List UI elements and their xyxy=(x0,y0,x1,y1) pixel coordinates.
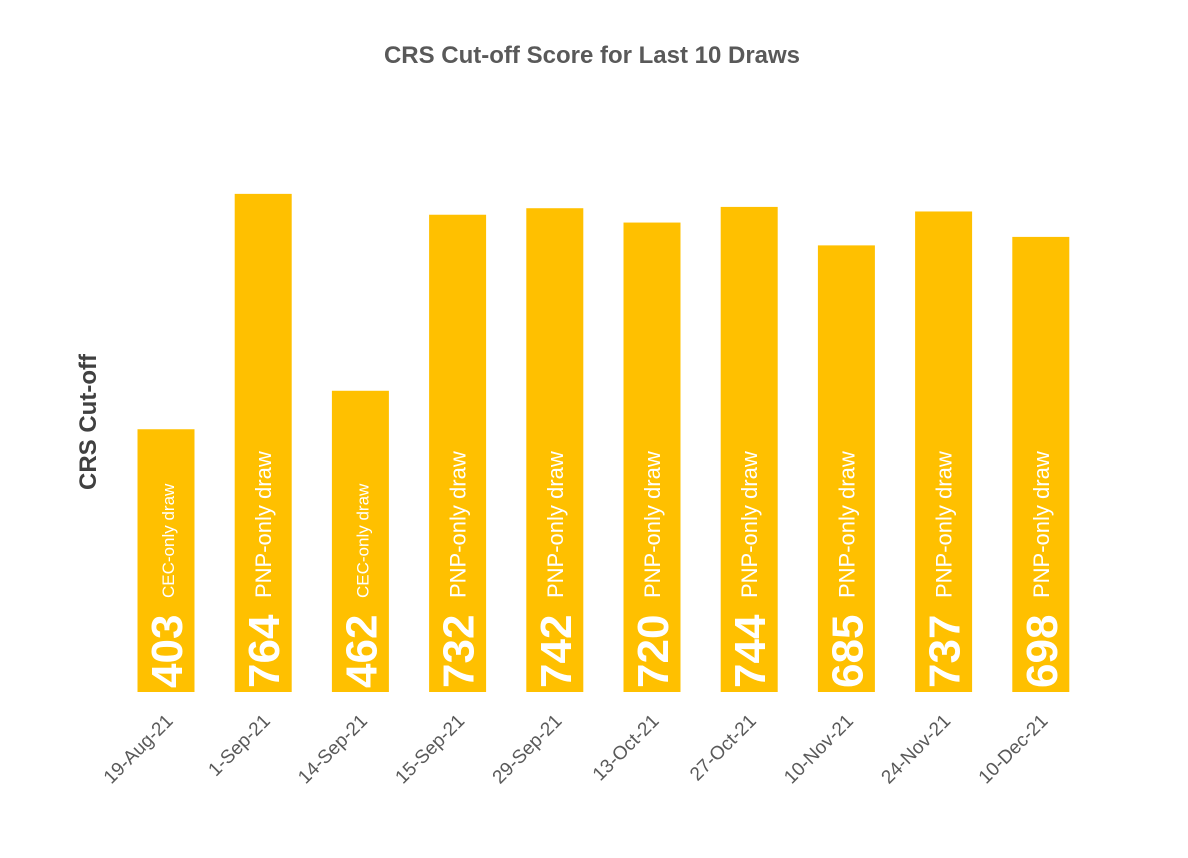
x-tick-label: 27-Oct-21 xyxy=(686,711,761,786)
bar-value-label: 462 xyxy=(337,615,386,688)
bar-value-label: 403 xyxy=(143,615,192,688)
x-tick-label: 29-Sep-21 xyxy=(489,711,567,789)
bar-annotation: PNP-only draw xyxy=(932,451,957,598)
bar-15-Sep-21 xyxy=(429,214,487,692)
x-tick-label: 1-Sep-21 xyxy=(205,711,275,781)
chart-title: CRS Cut-off Score for Last 10 Draws xyxy=(384,42,800,69)
bar-value-label: 742 xyxy=(532,615,581,688)
x-tick-label: 19-Aug-21 xyxy=(100,711,178,789)
x-tick-label: 14-Sep-21 xyxy=(294,711,372,789)
bar-27-Oct-21 xyxy=(720,206,778,693)
bar-10-Dec-21 xyxy=(1012,236,1070,693)
bar-value-label: 720 xyxy=(629,615,678,688)
bar-10-Nov-21 xyxy=(817,245,875,692)
bar-annotation: PNP-only draw xyxy=(737,451,762,598)
bar-value-label: 737 xyxy=(921,615,970,688)
bar-annotation: PNP-only draw xyxy=(543,451,568,598)
bar-value-label: 685 xyxy=(823,615,872,688)
bar-1-Sep-21 xyxy=(234,193,292,692)
bar-annotation: PNP-only draw xyxy=(251,451,276,598)
bar-annotation: CEC-only draw xyxy=(159,483,178,598)
bars-group: 403 CEC-only draw 764 PNP-only draw 462 CEC-o… xyxy=(137,193,1070,693)
x-tick-label: 24-Nov-21 xyxy=(878,711,956,789)
x-tick-label: 15-Sep-21 xyxy=(392,711,470,789)
bar-29-Sep-21 xyxy=(526,208,584,692)
bar-19-Aug-21 xyxy=(137,429,195,692)
x-tick-labels: 19-Aug-21 1-Sep-21 14-Sep-21 15-Sep-21 29-Se… xyxy=(100,711,1052,789)
bar-annotation: PNP-only draw xyxy=(446,451,471,598)
x-tick-label: 13-Oct-21 xyxy=(589,711,664,786)
x-tick-label: 10-Nov-21 xyxy=(780,711,858,789)
bar-value-label: 698 xyxy=(1018,615,1067,688)
x-tick-label: 10-Dec-21 xyxy=(975,711,1053,789)
y-axis-label: CRS Cut-off xyxy=(75,353,102,490)
bar-value-label: 732 xyxy=(435,615,484,688)
bar-annotation: PNP-only draw xyxy=(640,451,665,598)
bar-annotation: PNP-only draw xyxy=(1029,451,1054,598)
bar-value-label: 744 xyxy=(726,614,775,688)
bar-13-Oct-21 xyxy=(623,222,681,692)
bar-annotation: CEC-only draw xyxy=(353,483,372,598)
bar-annotation: PNP-only draw xyxy=(834,451,859,598)
bar-24-Nov-21 xyxy=(915,211,973,692)
bar-value-label: 764 xyxy=(240,614,289,688)
bar-14-Sep-21 xyxy=(331,390,389,692)
